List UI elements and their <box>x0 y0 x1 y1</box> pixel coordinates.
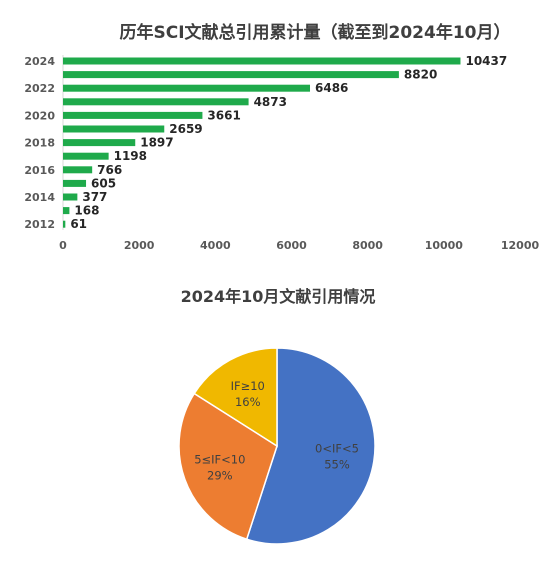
bar-2017 <box>63 152 109 160</box>
bar-2023 <box>63 71 399 79</box>
y-tick-2020: 2020 <box>24 109 55 122</box>
data-label-2013: 168 <box>74 204 99 218</box>
pie-slice-1 <box>178 392 278 541</box>
bar-2013 <box>63 207 70 215</box>
x-tick-10000: 10000 <box>425 239 464 252</box>
pie-label-0: 0<IF<5 <box>315 442 359 456</box>
y-tick-2024: 2024 <box>24 55 55 68</box>
bar-2014 <box>63 193 78 201</box>
pie-slice-2 <box>193 347 278 448</box>
pie-pct-0: 55% <box>324 458 350 472</box>
data-label-2021: 4873 <box>254 95 287 109</box>
data-label-2017: 1198 <box>114 149 147 163</box>
bar-2019 <box>63 125 165 133</box>
bar-2015 <box>63 179 87 187</box>
x-tick-8000: 8000 <box>352 239 383 252</box>
bar-2018 <box>63 139 136 147</box>
bar-chart-title: 历年SCI文献总引用累计量（截至到2024年10月） <box>119 22 510 43</box>
bar-2024 <box>63 57 461 65</box>
bar-2021 <box>63 98 249 106</box>
x-tick-4000: 4000 <box>200 239 231 252</box>
pie-pct-2: 16% <box>235 395 261 409</box>
data-label-2022: 6486 <box>315 81 348 95</box>
pie-label-1: 5≤IF<10 <box>194 453 245 467</box>
data-label-2015: 605 <box>91 176 116 190</box>
x-tick-6000: 6000 <box>276 239 307 252</box>
bar-2016 <box>63 166 93 174</box>
y-tick-2012: 2012 <box>24 218 55 231</box>
data-label-2019: 2659 <box>169 122 202 136</box>
pie-chart-title: 2024年10月文献引用情况 <box>181 287 376 306</box>
pie-pct-1: 29% <box>207 469 233 483</box>
x-tick-2000: 2000 <box>124 239 155 252</box>
data-label-2024: 10437 <box>465 54 507 68</box>
data-label-2016: 766 <box>97 163 122 177</box>
data-label-2012: 61 <box>70 217 87 231</box>
bar-2022 <box>63 84 311 92</box>
data-label-2023: 8820 <box>404 68 437 82</box>
bar-2020 <box>63 111 203 119</box>
pie-chart: 2024年10月文献引用情况 0<IF<5 55% 5≤IF<10 29% IF≥10 1… <box>178 287 376 545</box>
y-tick-2018: 2018 <box>24 137 55 150</box>
data-label-2018: 1897 <box>140 136 173 150</box>
data-label-2014: 377 <box>82 190 107 204</box>
y-tick-2014: 2014 <box>24 191 55 204</box>
y-tick-2016: 2016 <box>24 164 55 177</box>
pie-label-2: IF≥10 <box>231 379 265 393</box>
pie-slice-0 <box>245 347 376 545</box>
x-tick-0: 0 <box>59 239 67 252</box>
data-label-2020: 3661 <box>207 108 240 122</box>
bar-2012 <box>63 220 66 228</box>
y-tick-2022: 2022 <box>24 82 55 95</box>
x-tick-12000: 12000 <box>501 239 540 252</box>
